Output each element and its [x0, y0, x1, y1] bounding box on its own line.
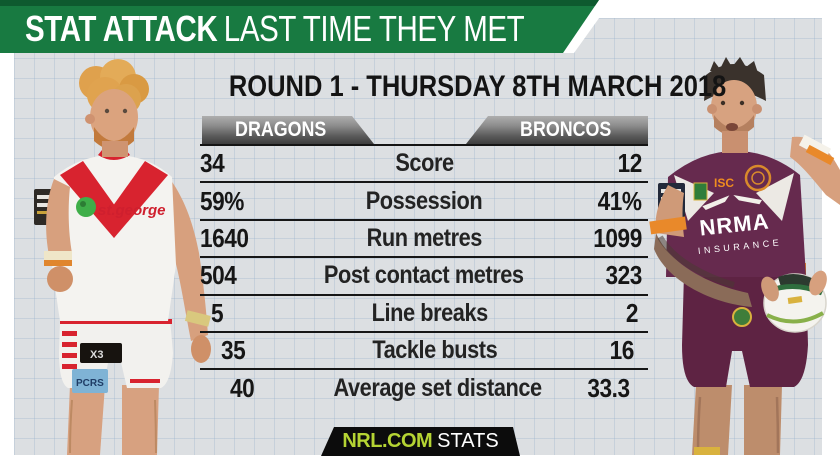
- header-ribbon-dark-strip: [0, 0, 599, 6]
- header-brand: STAT ATTACK: [25, 8, 218, 49]
- stat-row-run-metres: 1640 Run metres 1099: [200, 221, 648, 259]
- stat-row-average-set-distance: 40 Average set distance 33.3: [200, 370, 648, 405]
- broncos-ankle-band: [694, 447, 720, 455]
- stat-label: Tackle busts: [372, 336, 497, 365]
- home-value: 1640: [200, 222, 249, 253]
- broncos-crest: [744, 164, 772, 192]
- broncos-face: [711, 80, 757, 134]
- stats-table: 34 Score 12 59% Possession 41% 1640 Run …: [200, 144, 648, 406]
- match-title: ROUND 1 - THURSDAY 8TH MARCH 2018: [228, 70, 727, 103]
- dragons-shorts-patch-blue: [72, 369, 108, 393]
- header-subtitle: LAST TIME THEY MET: [223, 8, 525, 49]
- home-value: 35: [221, 335, 246, 366]
- shorts-patch2-text: X3: [90, 349, 103, 361]
- home-value: 40: [230, 372, 255, 403]
- stat-label: Post contact metres: [324, 261, 524, 290]
- nrl-brand: NRL.COM: [342, 430, 433, 452]
- header-title: STAT ATTACK LAST TIME THEY MET: [25, 6, 634, 53]
- broncos-armband-left: [649, 216, 687, 235]
- stat-label: Average set distance: [333, 373, 543, 402]
- dragons-right-leg: [122, 385, 159, 455]
- away-team-name: BRONCOS: [520, 118, 612, 141]
- away-value: 2: [625, 297, 639, 328]
- stat-row-score: 34 Score 12: [200, 146, 648, 184]
- shorts-patch-text: PCRS: [76, 378, 104, 389]
- away-value: 16: [609, 335, 635, 366]
- stat-label: Possession: [365, 186, 483, 215]
- nrl-stats-plate: NRL.COM STATS: [321, 427, 520, 456]
- stat-label: Score: [394, 149, 454, 178]
- away-value: 41%: [598, 185, 642, 216]
- stat-row-post-contact-metres: 504 Post contact metres 323: [200, 258, 648, 296]
- dragons-left-arm: [46, 179, 72, 255]
- stat-label: Line breaks: [371, 298, 488, 327]
- dragons-face: [90, 89, 138, 145]
- stat-row-tackle-busts: 35 Tackle busts 16: [200, 333, 648, 371]
- broncos-jersey-maker: ISC: [714, 176, 734, 190]
- dragons-ear: [85, 114, 95, 124]
- away-value: 323: [605, 260, 643, 291]
- home-team-name: DRAGONS: [235, 118, 327, 141]
- broncos-chest-stripe-right: [756, 173, 794, 221]
- dragons-player-photo: X3 PCRS st.george: [34, 59, 211, 455]
- broncos-right-leg: [744, 385, 782, 455]
- home-value: 34: [200, 148, 225, 179]
- home-value: 5: [211, 297, 224, 328]
- away-value: 12: [617, 148, 643, 179]
- broncos-neck: [722, 131, 748, 153]
- broncos-shorts-badge: [732, 307, 752, 327]
- home-value: 504: [200, 260, 237, 291]
- broncos-player-photo: ISC NRMA INSURANCE: [649, 57, 840, 455]
- dragons-red-v-right: [105, 161, 168, 238]
- away-value: 33.3: [587, 372, 631, 403]
- broncos-armband-right: [805, 144, 835, 166]
- broncos-left-leg: [692, 385, 732, 455]
- away-team-banner: BRONCOS: [466, 116, 648, 144]
- dragons-neck: [102, 141, 128, 157]
- broncos-right-hand: [809, 270, 827, 296]
- nrl-stats-label: STATS: [437, 430, 499, 452]
- broncos-tattoo-forearm: [654, 233, 752, 307]
- header-ribbon: STAT ATTACK LAST TIME THEY MET: [0, 0, 612, 53]
- dragons-fist: [47, 266, 73, 292]
- dragons-logo: [76, 197, 96, 217]
- broncos-chest-badge: [693, 182, 708, 201]
- home-value: 59%: [200, 185, 244, 216]
- stat-row-possession: 59% Possession 41%: [200, 183, 648, 221]
- broncos-left-hand: [761, 276, 779, 302]
- away-value: 1099: [593, 222, 642, 253]
- header-ribbon-green: STAT ATTACK LAST TIME THEY MET: [0, 0, 599, 53]
- dragons-right-hand: [191, 335, 211, 363]
- stat-row-line-breaks: 5 Line breaks 2: [200, 296, 648, 333]
- dragons-jersey-text: st.george: [98, 202, 166, 219]
- dragons-shorts-patch-dark: [80, 343, 122, 363]
- broncos-mouth: [726, 123, 738, 131]
- stat-label: Run metres: [366, 223, 482, 252]
- dragons-wristband-right: [184, 310, 211, 327]
- dragons-left-leg: [67, 385, 105, 455]
- home-team-banner: DRAGONS: [202, 116, 374, 144]
- broncos-stubble: [714, 115, 754, 136]
